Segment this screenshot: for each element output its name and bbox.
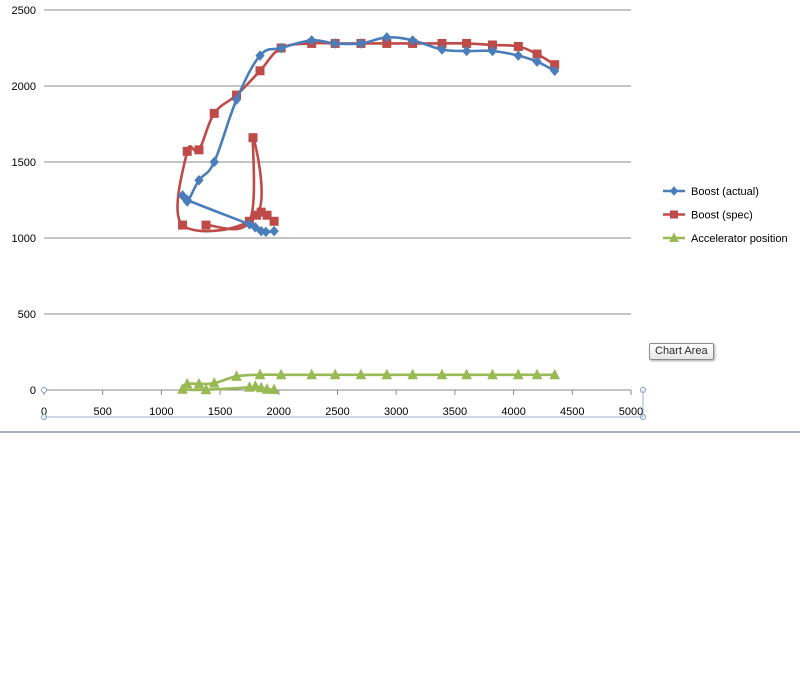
data-point <box>255 50 265 61</box>
data-point <box>306 368 317 380</box>
data-point <box>255 66 265 76</box>
data-point <box>244 381 255 392</box>
data-point <box>248 133 258 143</box>
plot-area <box>176 32 560 395</box>
y-tick-label: 1000 <box>12 233 36 245</box>
data-point <box>307 35 317 46</box>
data-point <box>178 220 188 230</box>
x-tick-label: 0 <box>41 406 47 418</box>
data-point <box>181 377 193 389</box>
data-point <box>250 380 261 391</box>
y-tick-label: 1500 <box>12 157 36 169</box>
data-point <box>531 368 543 380</box>
data-point <box>208 377 220 388</box>
series-boost-spec <box>176 38 560 233</box>
y-tick-label: 2000 <box>12 81 36 93</box>
data-point <box>487 368 498 380</box>
selection-handle <box>41 387 47 393</box>
data-point <box>549 368 560 380</box>
data-point <box>177 383 188 394</box>
data-point <box>550 65 560 77</box>
legend-label: Boost (actual) <box>691 186 759 198</box>
data-point <box>276 42 286 54</box>
data-point <box>269 225 279 237</box>
data-point <box>437 44 447 55</box>
data-point <box>231 94 242 105</box>
data-point <box>513 50 523 61</box>
legend-label: Boost (spec) <box>691 210 753 222</box>
x-tick-label: 500 <box>94 406 112 418</box>
x-tick-label: 3500 <box>443 406 467 418</box>
x-tick-label: 1000 <box>149 406 173 418</box>
data-point <box>512 368 524 380</box>
worksheet-divider <box>0 431 800 433</box>
x-tick-label: 4000 <box>501 406 525 418</box>
data-point <box>268 383 280 395</box>
data-point <box>193 377 205 389</box>
data-point <box>461 368 472 380</box>
data-point <box>177 190 188 201</box>
y-tick-label: 500 <box>18 309 36 321</box>
legend-label: Accelerator position <box>691 233 788 245</box>
data-point <box>461 45 472 57</box>
data-point <box>382 32 392 43</box>
legend-marker <box>669 186 679 196</box>
x-tick-label: 4500 <box>560 406 584 418</box>
legend-entry: Boost (spec) <box>663 210 753 222</box>
series-accelerator-position <box>177 368 560 395</box>
data-point <box>513 41 523 51</box>
x-tick-label: 2000 <box>267 406 291 418</box>
gridlines <box>44 9 631 315</box>
data-point <box>487 45 498 57</box>
series-line <box>176 41 556 233</box>
axes: 0 500 1000 1500 2000 2500 0 500 1000 1500 2000 2500… <box>12 5 644 418</box>
data-point <box>532 56 542 67</box>
data-point <box>200 383 212 395</box>
data-point <box>231 370 242 381</box>
data-point <box>254 368 266 380</box>
data-point <box>262 210 272 220</box>
x-tick-label: 2500 <box>325 406 349 418</box>
data-point <box>209 156 219 168</box>
x-tick-label: 5000 <box>619 406 643 418</box>
data-point <box>209 108 219 118</box>
y-tick-label: 0 <box>30 385 36 397</box>
series-boost-actual <box>177 32 560 238</box>
data-point <box>329 368 341 380</box>
chart-area-tooltip: Chart Area <box>649 343 714 360</box>
legend-entry: Boost (actual) <box>663 186 759 198</box>
data-point <box>182 146 192 156</box>
data-point <box>201 220 211 230</box>
data-point <box>244 219 255 230</box>
data-point <box>182 196 192 207</box>
legend-marker <box>669 232 679 242</box>
data-point <box>330 38 340 49</box>
data-point <box>436 368 448 380</box>
data-point <box>356 38 366 49</box>
data-point <box>256 225 266 237</box>
series-line <box>179 35 556 234</box>
x-tick-label: 3000 <box>384 406 408 418</box>
data-point <box>269 216 279 226</box>
legend-entry: Accelerator position <box>663 232 788 245</box>
data-point <box>194 145 204 155</box>
chart-selection-handles[interactable] <box>41 387 646 420</box>
data-point <box>407 35 418 46</box>
data-point <box>194 174 204 186</box>
data-point <box>275 368 287 380</box>
legend-marker <box>670 210 678 219</box>
data-point <box>355 368 367 380</box>
data-point <box>381 368 393 380</box>
legend[interactable]: Boost (actual) Boost (spec) Accelerator po… <box>663 186 788 245</box>
data-point <box>407 368 418 380</box>
x-tick-label: 1500 <box>208 406 232 418</box>
y-tick-label: 2500 <box>12 5 36 17</box>
